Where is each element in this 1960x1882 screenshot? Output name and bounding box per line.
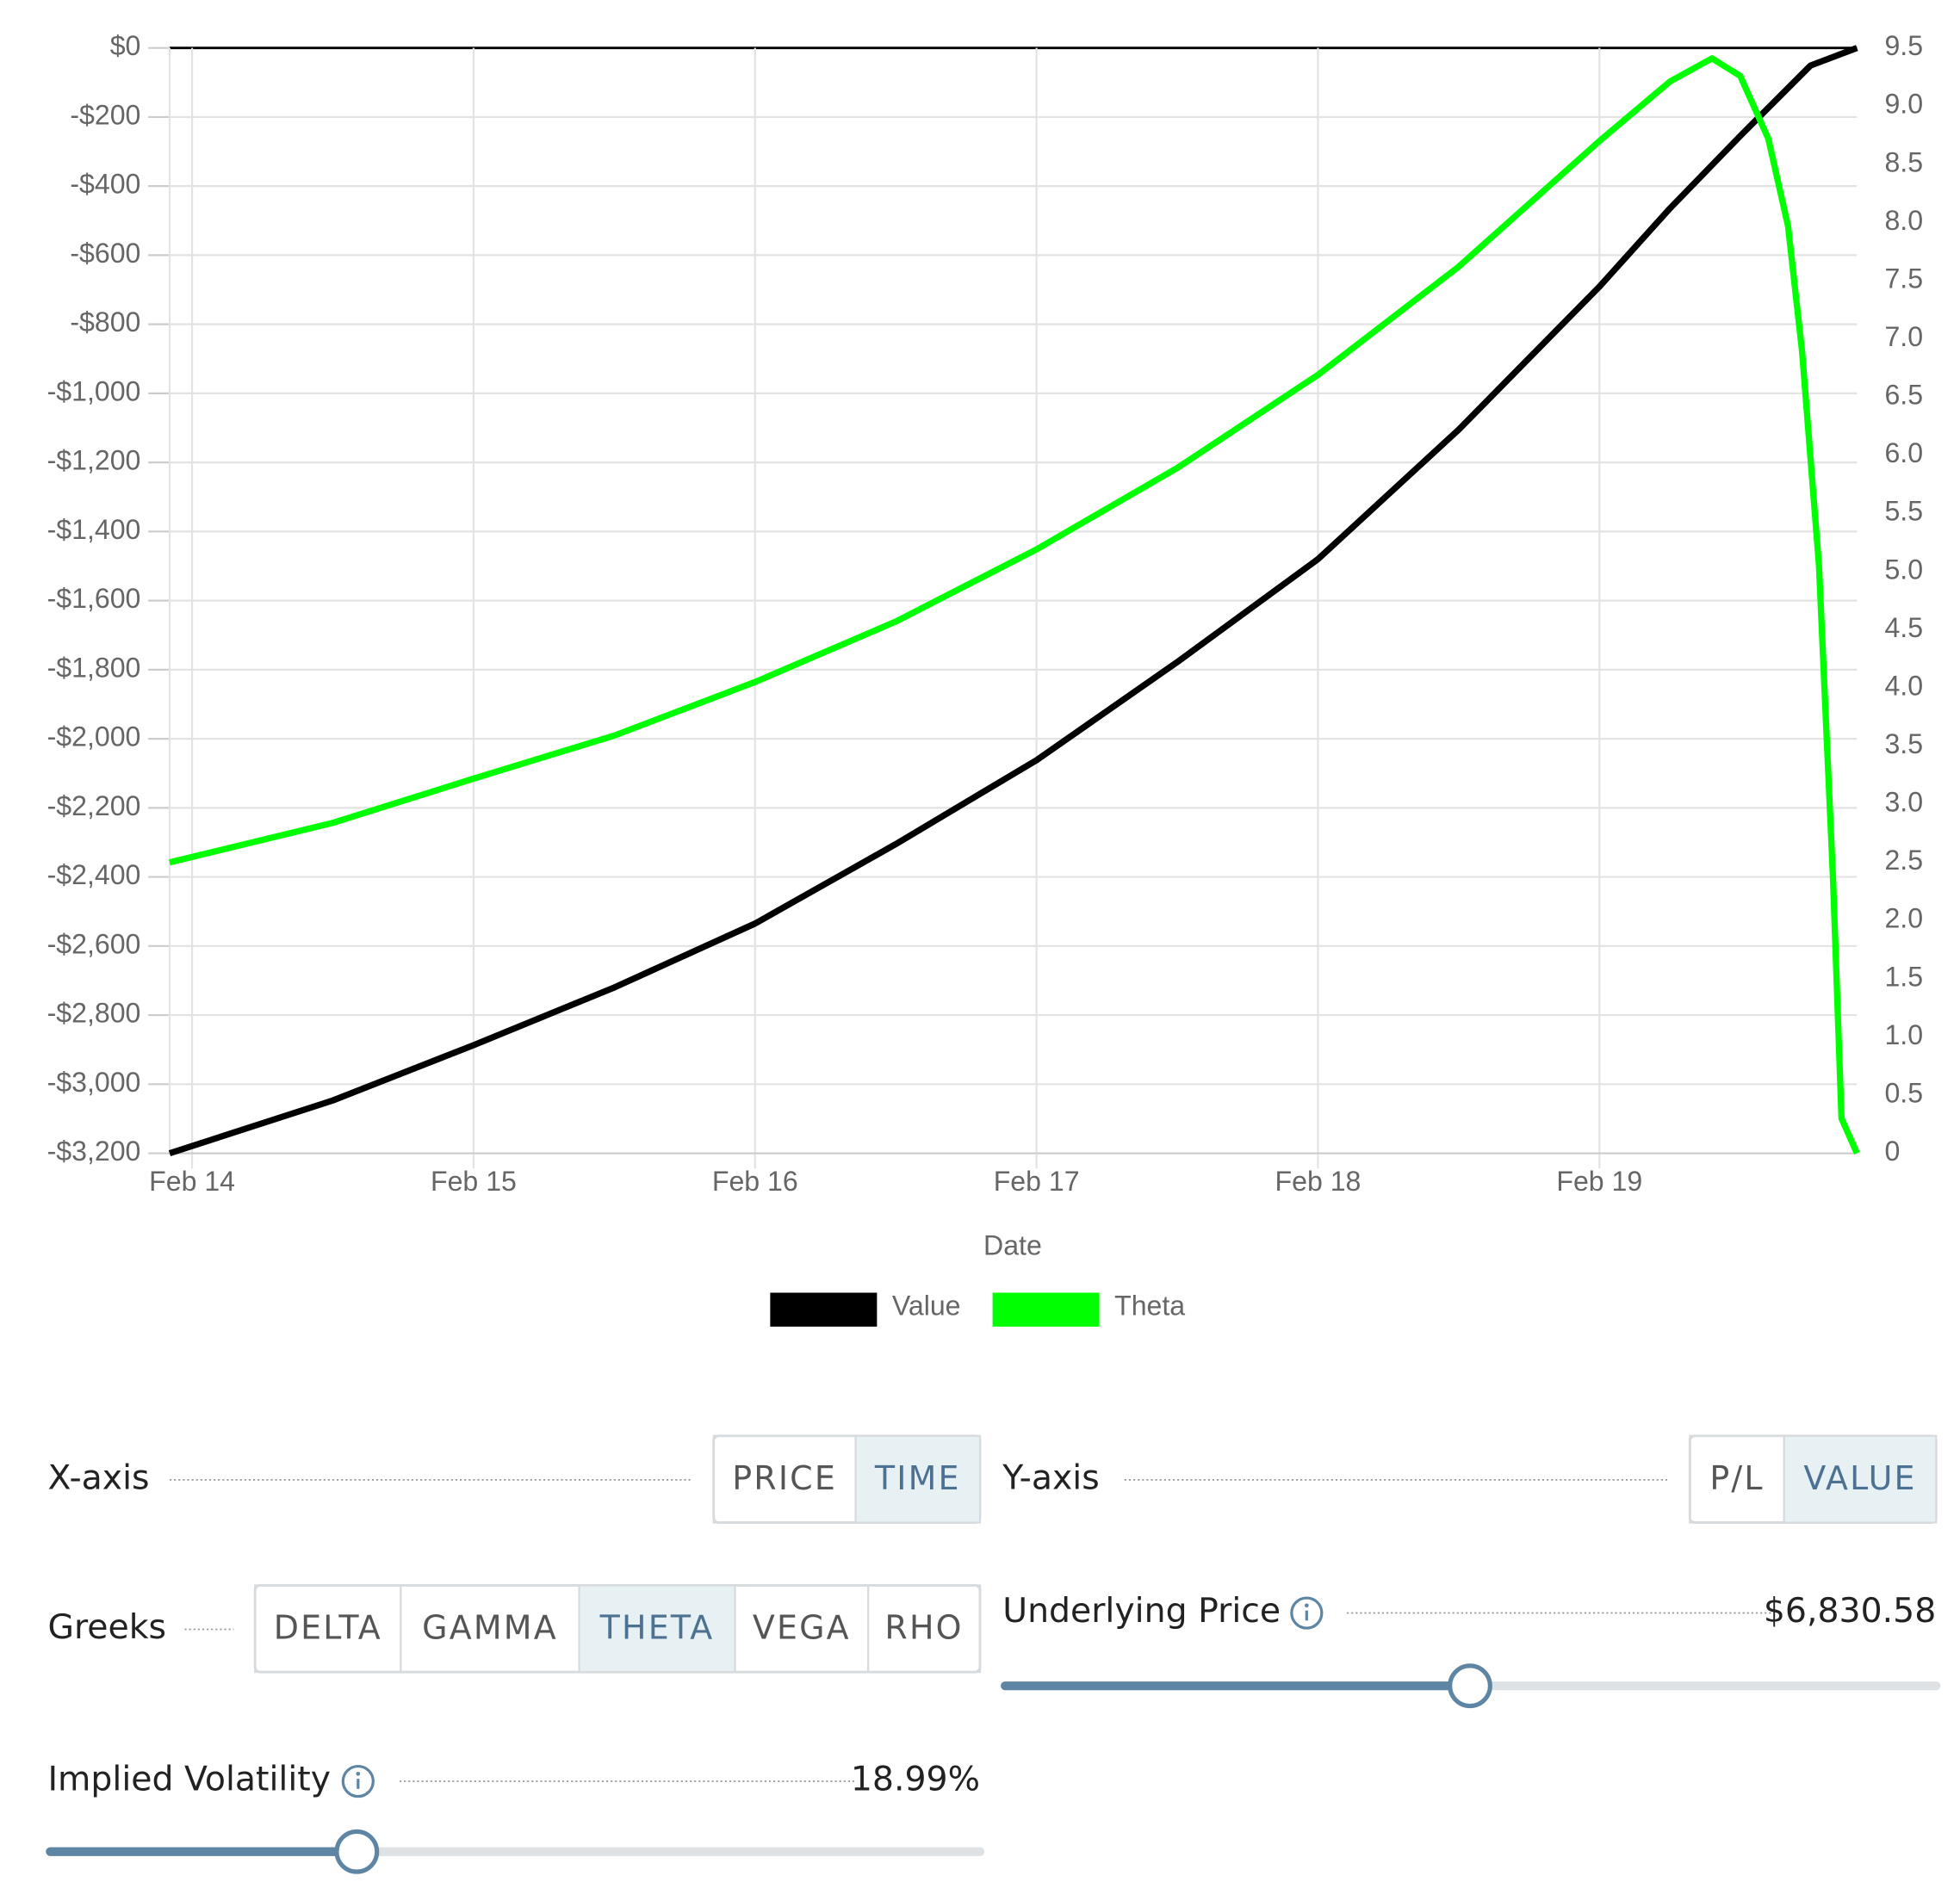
x-tick-label: Feb 16 — [712, 1166, 798, 1197]
control-label: Greeks — [47, 1607, 166, 1647]
y-tick-label: -$3,000 — [47, 1067, 141, 1098]
toggle-label: DELTA — [274, 1609, 382, 1647]
y-tick-label: -$1,600 — [47, 583, 141, 614]
y-tick-label: -$2,800 — [47, 998, 141, 1029]
control-label: X-axis — [47, 1458, 149, 1497]
y2-tick-label: 3.0 — [1884, 787, 1923, 818]
y2-tick-label: 6.0 — [1884, 437, 1923, 468]
info-icon-dot — [1304, 1603, 1309, 1608]
toggle-label: VEGA — [753, 1609, 851, 1647]
y-tick-label: -$1,200 — [47, 445, 141, 476]
y2-tick-label: 1.5 — [1884, 961, 1923, 992]
toggle-label: VALUE — [1803, 1459, 1916, 1497]
x-tick-label: Feb 14 — [149, 1166, 235, 1197]
y-tick-label: -$2,200 — [47, 790, 141, 821]
y2-tick-label: 0 — [1884, 1136, 1900, 1167]
y-tick-label: -$2,400 — [47, 859, 141, 890]
y2-tick-label: 5.0 — [1884, 554, 1923, 585]
y2-tick-label: 9.5 — [1884, 30, 1923, 61]
y-tick-label: -$3,200 — [47, 1136, 141, 1167]
control-label: Underlying Price — [1002, 1591, 1281, 1631]
toggle-button[interactable] — [1783, 1434, 1938, 1524]
y2-tick-label: 5.5 — [1884, 496, 1923, 527]
toggle-label: THETA — [599, 1609, 715, 1647]
control-label: Implied Volatility — [47, 1760, 331, 1799]
y2-tick-label: 9.0 — [1884, 89, 1923, 120]
legend-label: Theta — [1114, 1291, 1185, 1322]
x-tick-label: Feb 19 — [1556, 1166, 1642, 1197]
info-icon-dot — [356, 1771, 361, 1776]
toggle-label: PRICE — [732, 1459, 837, 1497]
series-line — [168, 45, 1858, 1157]
x-axis-title: Date — [983, 1229, 1042, 1260]
legend-swatch — [770, 1292, 878, 1327]
y2-tick-label: 1.0 — [1884, 1019, 1923, 1050]
toggle-label: TIME — [874, 1459, 961, 1497]
y2-tick-label: 7.0 — [1884, 321, 1923, 352]
info-icon[interactable] — [1290, 1596, 1324, 1630]
y2-tick-label: 8.5 — [1884, 146, 1923, 177]
y2-tick-label: 3.5 — [1884, 728, 1923, 759]
toggle-button[interactable] — [854, 1434, 982, 1524]
legend-swatch — [992, 1292, 1100, 1327]
y2-tick-label: 8.0 — [1884, 205, 1923, 236]
y-tick-label: -$2,600 — [47, 928, 141, 959]
toggle-button[interactable] — [867, 1584, 982, 1674]
y-tick-label: -$800 — [70, 306, 140, 337]
control-label: Y-axis — [1002, 1458, 1099, 1497]
slider-knob[interactable] — [1448, 1663, 1492, 1709]
y2-tick-label: 6.5 — [1884, 380, 1923, 411]
toggle-label: P/L — [1709, 1459, 1764, 1497]
legend-label: Value — [892, 1291, 961, 1322]
y-tick-label: -$200 — [70, 99, 140, 130]
y-tick-label: -$1,400 — [47, 514, 141, 545]
y2-tick-label: 2.0 — [1884, 903, 1923, 934]
y-tick-label: -$400 — [70, 169, 140, 200]
x-tick-label: Feb 18 — [1275, 1166, 1361, 1197]
x-tick-label: Feb 17 — [994, 1166, 1080, 1197]
toggle-label: GAMMA — [422, 1609, 558, 1647]
y2-tick-label: 4.5 — [1884, 612, 1923, 643]
control-value: $6,830.58 — [1764, 1591, 1936, 1631]
x-tick-label: Feb 15 — [431, 1166, 517, 1197]
y-tick-label: $0 — [110, 30, 141, 61]
y-tick-label: -$2,000 — [47, 721, 141, 752]
y2-tick-label: 2.5 — [1884, 845, 1923, 876]
y2-tick-label: 0.5 — [1884, 1077, 1923, 1108]
y2-tick-label: 4.0 — [1884, 670, 1923, 701]
info-icon[interactable] — [341, 1764, 375, 1798]
series-line — [169, 55, 1860, 1155]
slider-knob[interactable] — [334, 1829, 380, 1874]
toggle-label: RHO — [884, 1609, 963, 1647]
y-tick-label: -$600 — [70, 238, 140, 269]
y2-tick-label: 7.5 — [1884, 263, 1923, 294]
control-value: 18.99% — [851, 1760, 980, 1799]
y-tick-label: -$1,000 — [47, 375, 141, 406]
y-tick-label: -$1,800 — [47, 652, 141, 683]
